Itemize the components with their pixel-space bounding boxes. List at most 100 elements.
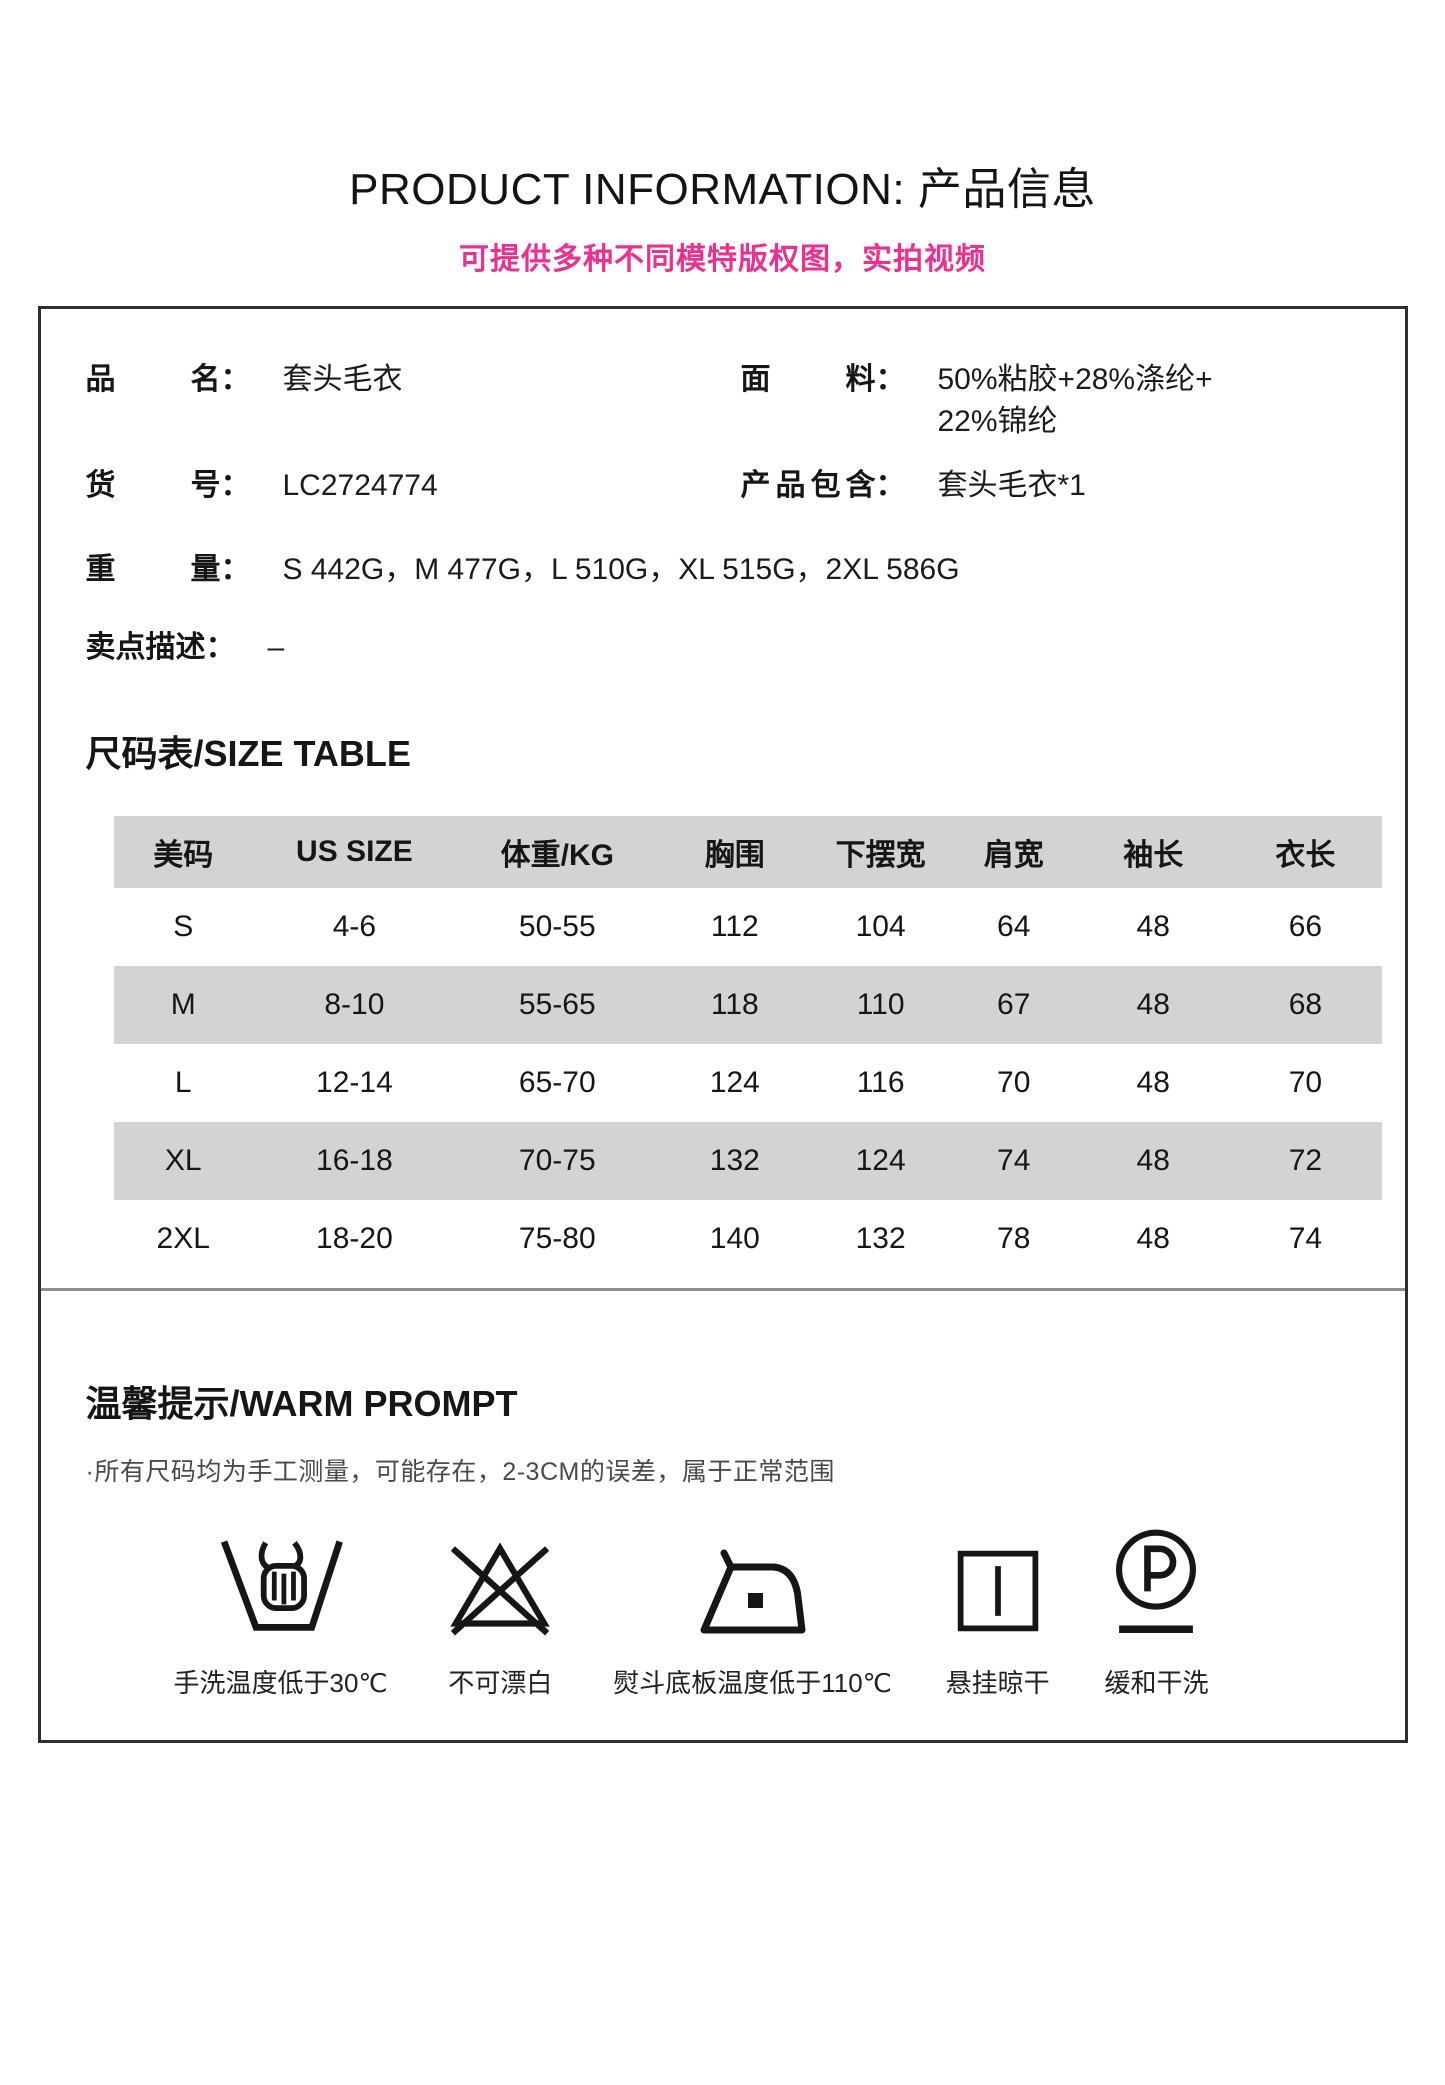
size-table-header-row: 美码 US SIZE 体重/KG 胸围 下摆宽 肩宽 袖长 衣长 xyxy=(113,816,1382,889)
care-symbols-row: 手洗温度低于30℃ 不可漂白 熨斗底板温度低于110℃ xyxy=(174,1529,1210,1700)
product-name-colon: ： xyxy=(220,363,251,396)
column-header: 肩宽 xyxy=(950,816,1078,889)
size-cell: 132 xyxy=(855,1222,906,1256)
section-divider xyxy=(40,1288,1405,1292)
size-cell: 12-14 xyxy=(316,1066,393,1100)
contains-value: 套头毛衣*1 xyxy=(937,469,1086,502)
size-cell: 70 xyxy=(997,1066,1031,1100)
size-cell: 50-55 xyxy=(518,910,596,944)
care-item-hand-wash: 手洗温度低于30℃ xyxy=(174,1537,388,1700)
no-bleach-icon xyxy=(441,1537,559,1637)
size-cell: 8-10 xyxy=(252,966,456,1045)
size-cell: 64 xyxy=(997,910,1031,944)
fabric-value: 50%粘胶+28%涤纶+ 22%锦纶 xyxy=(938,359,1213,443)
contains-colon: ： xyxy=(875,469,906,502)
size-cell: 48 xyxy=(1077,966,1230,1045)
warm-prompt-title: 温馨提示/WARM PROMPT xyxy=(85,1383,518,1425)
size-cell: 124 xyxy=(810,1122,951,1201)
sku-value: LC2724774 xyxy=(282,469,438,502)
weight-colon: ： xyxy=(220,553,251,586)
hand-wash-icon xyxy=(217,1537,345,1637)
page-subtitle: 可提供多种不同模特版权图，实拍视频 xyxy=(459,243,986,276)
warm-prompt-note: ·所有尺码均为手工测量，可能存在，2-3CM的误差，属于正常范围 xyxy=(85,1457,835,1486)
contains-label: 产品包含 xyxy=(740,469,876,502)
size-table: 美码 US SIZE 体重/KG 胸围 下摆宽 肩宽 袖长 衣长 S 4-6 5… xyxy=(113,816,1382,1278)
size-cell: 48 xyxy=(1077,1122,1230,1201)
product-info-box: 品 名： 套头毛衣 面 料： 50%粘胶+28%涤纶+ 22%锦纶 货 号： L… xyxy=(37,306,1408,1743)
size-cell: 75-80 xyxy=(518,1222,596,1256)
care-item-hang-dry: 悬挂晾干 xyxy=(946,1537,1050,1700)
info-row-sku-contains: 货 号： LC2724774 产品包含： 套头毛衣*1 xyxy=(86,465,1360,507)
sku-colon: ： xyxy=(220,469,251,502)
size-cell: 65-70 xyxy=(518,1066,596,1100)
size-cell: M xyxy=(113,966,253,1045)
selling-point-colon: ： xyxy=(205,631,236,664)
column-header: US SIZE xyxy=(252,816,456,889)
contains-field: 产品包含： 套头毛衣*1 xyxy=(741,465,1360,507)
care-item-gentle-dry-clean: 缓和干洗 xyxy=(1103,1529,1209,1700)
size-cell: XL xyxy=(113,1122,253,1201)
size-cell: 74 xyxy=(1288,1222,1323,1256)
fabric-label: 面 料 xyxy=(740,363,876,396)
hang-dry-icon xyxy=(952,1537,1044,1637)
size-cell: 74 xyxy=(950,1122,1078,1201)
size-cell: 112 xyxy=(710,910,759,944)
size-cell: 104 xyxy=(855,910,906,944)
fabric-colon: ： xyxy=(875,363,906,396)
fabric-field: 面 料： 50%粘胶+28%涤纶+ 22%锦纶 xyxy=(741,359,1360,443)
size-cell: 68 xyxy=(1229,966,1382,1045)
size-cell: 48 xyxy=(1136,910,1170,944)
iron-low-temp-icon xyxy=(692,1537,814,1637)
size-row-xl: XL 16-18 70-75 132 124 74 48 72 xyxy=(113,1122,1382,1201)
product-name-field: 品 名： 套头毛衣 xyxy=(86,359,741,443)
column-header: 体重/KG xyxy=(455,816,659,889)
size-cell: 124 xyxy=(709,1066,760,1100)
selling-point-value: – xyxy=(267,631,285,664)
fabric-value-line2: 22%锦纶 xyxy=(937,405,1058,438)
weight-value: S 442G，M 477G，L 510G，XL 515G，2XL 586G xyxy=(282,553,960,586)
column-header: 美码 xyxy=(113,816,253,889)
size-cell: 48 xyxy=(1136,1066,1170,1100)
size-cell: 66 xyxy=(1288,910,1323,944)
size-row-2xl: 2XL 18-20 75-80 140 132 78 48 74 xyxy=(114,1200,1382,1278)
column-header: 下摆宽 xyxy=(810,816,951,889)
column-header: 胸围 xyxy=(658,816,811,889)
column-header: 衣长 xyxy=(1229,816,1382,889)
care-item-iron: 熨斗底板温度低于110℃ xyxy=(613,1537,892,1700)
selling-point-field: 卖点描述： – xyxy=(86,627,1360,669)
size-row-s: S 4-6 50-55 112 104 64 48 66 xyxy=(114,888,1382,966)
size-cell: 140 xyxy=(709,1222,760,1256)
gentle-dry-clean-icon xyxy=(1103,1529,1209,1637)
care-label: 不可漂白 xyxy=(448,1667,553,1698)
size-cell: 70-75 xyxy=(455,1122,659,1201)
size-cell: 110 xyxy=(810,966,951,1045)
info-row-name-fabric: 品 名： 套头毛衣 面 料： 50%粘胶+28%涤纶+ 22%锦纶 xyxy=(86,359,1360,443)
info-row-selling-point: 卖点描述： – xyxy=(86,627,1360,669)
size-cell: 16-18 xyxy=(252,1122,456,1201)
size-cell: 2XL xyxy=(156,1222,210,1256)
page-title: PRODUCT INFORMATION: 产品信息 xyxy=(349,165,1096,214)
size-cell: 55-65 xyxy=(455,966,659,1045)
selling-point-label: 卖点描述 xyxy=(85,631,206,664)
size-row-l: L 12-14 65-70 124 116 70 48 70 xyxy=(114,1044,1382,1122)
size-cell: 70 xyxy=(1288,1066,1323,1100)
size-row-m: M 8-10 55-65 118 110 67 48 68 xyxy=(113,966,1382,1045)
fabric-value-line1: 50%粘胶+28%涤纶+ xyxy=(937,363,1213,396)
care-label: 手洗温度低于30℃ xyxy=(173,1667,388,1698)
info-row-weight: 重 量： S 442G，M 477G，L 510G，XL 515G，2XL 58… xyxy=(86,549,1360,591)
size-cell: 116 xyxy=(856,1066,905,1100)
size-cell: 67 xyxy=(950,966,1078,1045)
size-cell: S xyxy=(173,910,194,944)
product-name-label: 品 名 xyxy=(85,363,221,396)
size-cell: 72 xyxy=(1229,1122,1382,1201)
sku-label: 货 号 xyxy=(85,469,221,502)
size-cell: 18-20 xyxy=(316,1222,393,1256)
product-name-value: 套头毛衣 xyxy=(282,363,403,396)
size-table-title: 尺码表/SIZE TABLE xyxy=(85,733,411,774)
care-label: 悬挂晾干 xyxy=(945,1667,1050,1698)
size-cell: 118 xyxy=(658,966,811,1045)
column-header: 袖长 xyxy=(1077,816,1230,889)
size-cell: 78 xyxy=(997,1222,1031,1256)
size-cell: 4-6 xyxy=(332,910,377,944)
size-cell: L xyxy=(174,1066,192,1100)
